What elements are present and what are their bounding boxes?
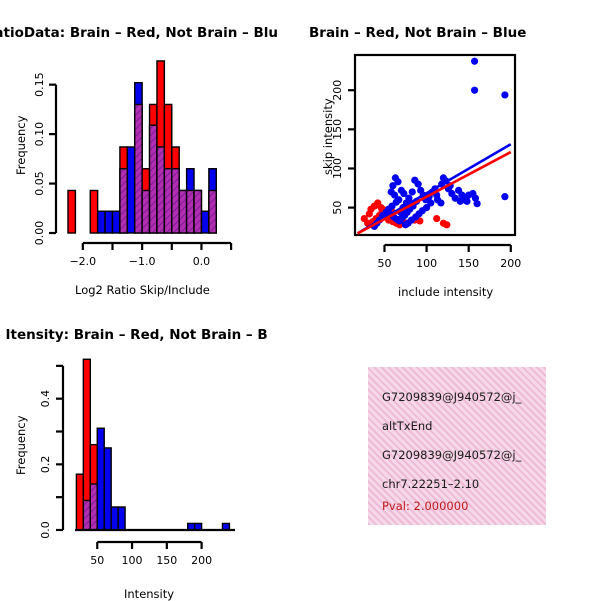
scatter-point [401,221,410,229]
ratio-histogram-ylabel: Frequency [14,115,28,175]
y-axis-tick-label: 200 [331,80,344,101]
histogram-bar-overlap [163,168,173,234]
annotation-box: G7209839@J940572@j_ altTxEnd G7209839@J9… [368,367,546,525]
plot-frame [353,53,517,237]
x-axis-tick-label: 0.0 [193,255,211,268]
y-axis-tick-label: 0.4 [39,390,52,408]
histogram-bar [103,447,112,531]
panel-ratio-histogram: RatioData: Brain – Red, Not Brain – Blu … [0,0,300,300]
histogram-bar-overlap [141,189,151,234]
scatter-point [389,182,397,190]
panel-annotation: G7209839@J940572@j_ altTxEnd G7209839@J9… [300,300,600,600]
histogram-bar-overlap [193,189,203,234]
scatter-point [433,214,441,223]
histogram-bar-overlap [148,124,158,234]
gene-intensity-ylabel: Frequency [14,415,28,475]
x-axis-tick-label: 150 [156,554,177,567]
scatter-point [470,57,479,65]
scatter-points-group [356,57,512,235]
histogram-bar [89,189,99,234]
histogram-bar [75,473,85,531]
scatter-ylabel: skip intensity [321,98,335,175]
histogram-bar-overlap [89,483,98,531]
annotation-line-3: G7209839@J940572@j_ [382,448,522,462]
histogram-bar [111,210,121,234]
histogram-bar [117,506,126,531]
y-axis-tick-label: 0.2 [39,456,52,474]
scatter-title: Brain – Red, Not Brain – Blue [309,25,527,41]
regression-line [356,150,512,235]
panel-gene-intensity-histogram: ne Itensity: Brain – Red, Not Brain – B … [0,300,300,601]
x-axis-tick-label: 100 [122,554,143,567]
histogram-bar-overlap [156,146,166,234]
scatter-point [463,197,471,205]
scatter-point [394,178,402,186]
histogram-bar-overlap [171,168,180,234]
histogram-bar [126,146,136,234]
scatter-point [473,200,481,208]
x-axis-tick-label: 50 [377,257,391,270]
histogram-bar [67,189,77,234]
panel-intensity-scatter: Brain – Red, Not Brain – Blue 50 100 150 20… [300,0,600,300]
gene-intensity-histogram-title: ne Itensity: Brain – Red, Not Brain – B [0,327,268,343]
x-axis-tick-label: −1.0 [129,255,156,268]
histogram-bar [200,210,210,234]
histogram-bar-overlap [185,189,195,234]
y-axis-tick-label: 0.00 [33,221,46,246]
scatter-point [396,217,404,225]
scatter-point [501,91,509,99]
y-axis-tick-label: 0.10 [33,122,46,147]
y-axis-tick-label: 0.05 [33,171,46,196]
gene-intensity-histogram-plot: 0.0 0.2 0.4 50 100 150 200 [39,358,235,567]
scatter-point [405,194,413,202]
ratio-histogram-plot: 0.00 0.05 0.10 0.15 −2.0 −1.0 0.0 [33,60,233,268]
y-axis-tick-label: 100 [331,158,344,179]
scatter-plot: 50 100 150 200 50 100 150 200 [331,53,521,270]
x-axis-tick-label: 200 [500,257,521,270]
scatter-point [427,199,435,207]
histogram-bar [96,427,105,531]
x-axis-tick-label: 100 [416,257,437,270]
scatter-point [470,86,479,94]
histogram-bar-overlap [82,499,92,531]
annotation-line-2: altTxEnd [382,419,433,433]
scatter-point [408,188,416,196]
annotation-pval: Pval: 2.000000 [382,499,469,513]
histogram-bar-overlap [208,189,217,234]
scatter-point [390,191,399,199]
scatter-point [471,194,480,202]
scatter-point [456,197,464,205]
annotation-line-4: chr7.22251–2.10 [382,477,480,491]
x-axis-tick-label: 150 [458,257,479,270]
x-axis-tick-label: 50 [90,554,104,567]
y-axis-tick-label: 0.0 [39,521,52,539]
scatter-point [414,180,422,188]
histogram-bar-overlap [178,189,188,234]
y-axis-tick-label: 150 [331,119,344,140]
gene-intensity-xlabel: Intensity [124,587,175,601]
scatter-point [437,199,445,207]
histogram-bar-overlap [134,103,143,234]
y-axis-tick-label: 0.15 [33,72,46,97]
scatter-point [365,210,373,218]
scatter-xlabel: include intensity [398,285,494,299]
y-axis-tick-label: 50 [331,201,344,215]
histogram-bar [104,210,114,234]
scatter-point [400,189,408,198]
ratio-histogram-xlabel: Log2 Ratio Skip/Include [75,283,210,297]
histogram-bar [110,506,119,531]
histogram-bar-overlap [119,168,129,234]
scatter-point [501,193,509,201]
scatter-point [443,221,451,229]
annotation-line-1: G7209839@J940572@j_ [382,390,522,404]
x-axis-tick-label: −2.0 [69,255,96,268]
ratio-histogram-title: RatioData: Brain – Red, Not Brain – Blu [0,25,279,41]
x-axis-tick-label: 200 [191,554,212,567]
histogram-bar [96,210,106,234]
